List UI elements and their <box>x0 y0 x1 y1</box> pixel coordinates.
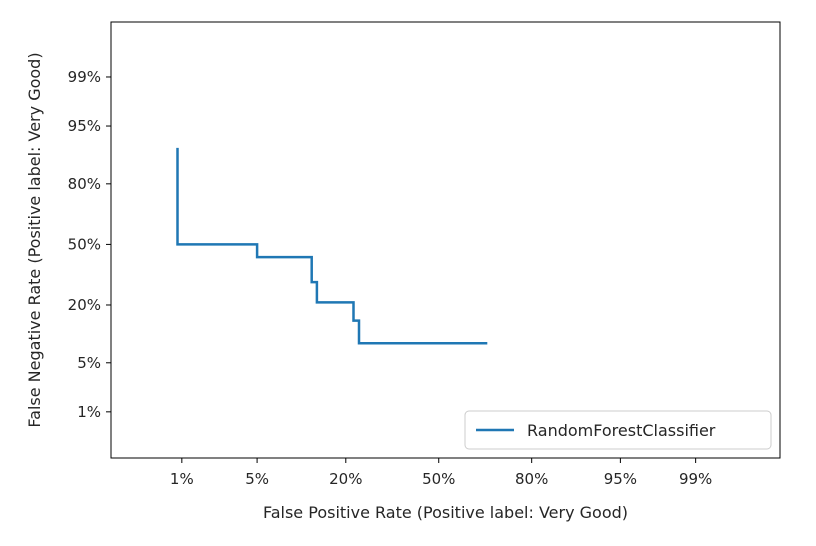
legend: RandomForestClassifier <box>464 410 772 450</box>
legend-box <box>464 410 772 450</box>
y-tick-label: 50% <box>68 235 101 253</box>
y-tick-label: 99% <box>68 68 101 86</box>
legend-label: RandomForestClassifier <box>527 421 716 440</box>
y-tick-label: 1% <box>77 403 101 421</box>
x-tick-label: 20% <box>329 470 362 488</box>
x-tick-label: 99% <box>679 470 712 488</box>
y-tick-label: 5% <box>77 354 101 372</box>
x-tick-label: 50% <box>422 470 455 488</box>
plot-area <box>111 22 780 458</box>
y-axis-label: False Negative Rate (Positive label: Ver… <box>25 52 44 427</box>
y-tick-label: 20% <box>68 296 101 314</box>
y-axis-ticks: 1% 5% 20% 50% 80% 95% 99% <box>68 68 111 421</box>
x-tick-label: 80% <box>515 470 548 488</box>
x-tick-label: 5% <box>245 470 269 488</box>
y-tick-label: 80% <box>68 175 101 193</box>
x-axis-label: False Positive Rate (Positive label: Ver… <box>263 503 628 522</box>
series-line-randomforest <box>176 147 488 345</box>
x-axis-ticks: 1% 5% 20% 50% 80% 95% 99% <box>170 458 712 488</box>
plot-frame <box>110 21 781 459</box>
y-tick-label: 95% <box>68 117 101 135</box>
x-tick-label: 95% <box>604 470 637 488</box>
x-tick-label: 1% <box>170 470 194 488</box>
